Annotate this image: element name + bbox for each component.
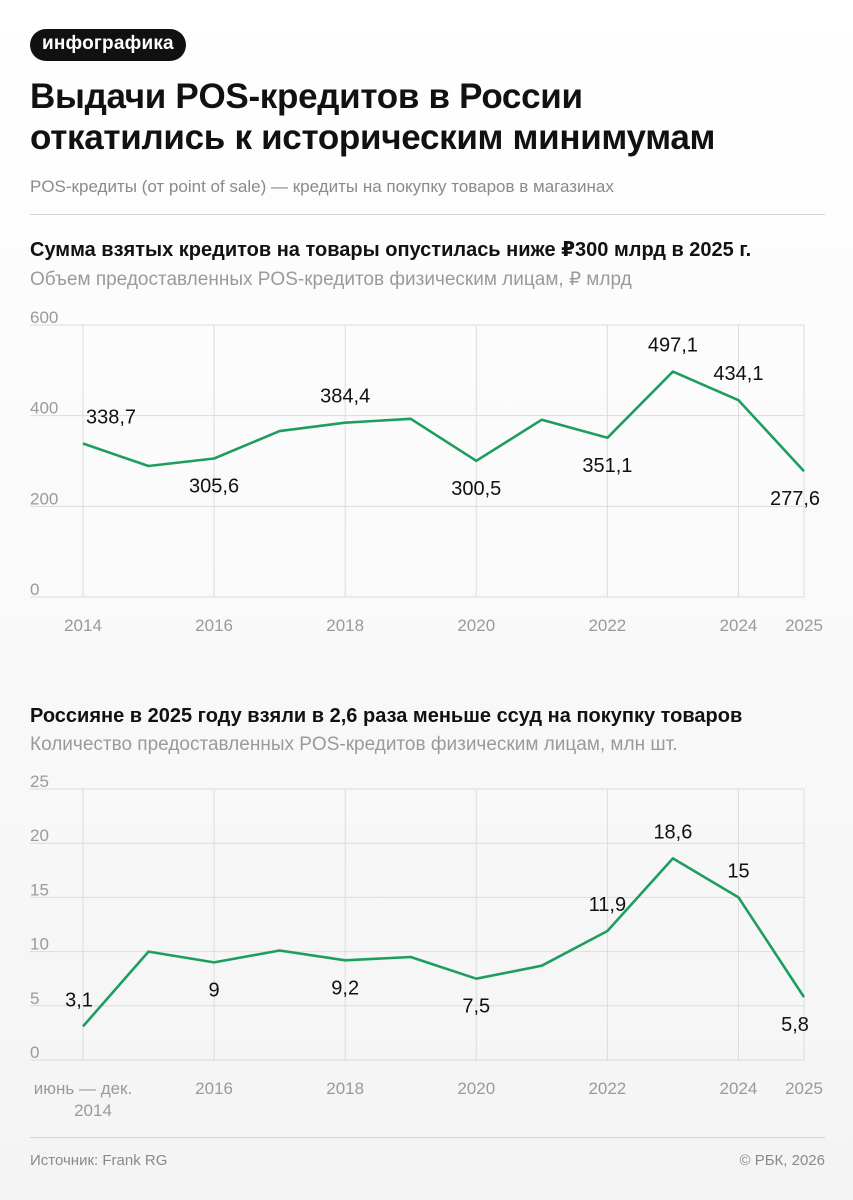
- page-title: Выдачи POS-кредитов в России откатились …: [30, 77, 716, 157]
- x-tick-label: июнь — дек.: [34, 1079, 132, 1098]
- x-tick-label: 2025: [785, 616, 823, 635]
- data-label: 305,6: [189, 475, 239, 497]
- x-tick-label: 2022: [588, 1079, 626, 1098]
- y-tick-label: 5: [30, 989, 39, 1008]
- y-tick-label: 200: [30, 489, 58, 508]
- data-label: 11,9: [589, 894, 626, 916]
- y-tick-label: 10: [30, 935, 49, 954]
- x-tick-label: 2024: [720, 1079, 758, 1098]
- data-label: 277,6: [770, 488, 820, 510]
- footer-divider: [30, 1137, 825, 1138]
- series-line: [82, 857, 806, 1028]
- y-tick-label: 0: [30, 1043, 39, 1062]
- y-tick-label: 400: [30, 399, 58, 418]
- divider: [30, 214, 825, 215]
- infographic-tag: инфографика: [30, 29, 186, 61]
- data-label: 3,1: [65, 989, 93, 1011]
- y-tick-label: 600: [30, 310, 58, 327]
- data-label: 9: [209, 979, 220, 1001]
- x-tick-label: 2014: [64, 616, 102, 635]
- series-line: [82, 370, 805, 473]
- data-label: 300,5: [451, 478, 501, 500]
- y-tick-label: 0: [30, 580, 39, 599]
- chart-2-title: Россияне в 2025 году взяли в 2,6 раза ме…: [30, 705, 743, 727]
- x-tick-label: 2018: [326, 616, 364, 635]
- data-label: 434,1: [713, 363, 763, 385]
- chart-1-volume: 0 200 400 600 2014 2016 2018 2020 2022 2024 2025 33…: [30, 310, 823, 635]
- data-label: 351,1: [582, 455, 632, 477]
- x-tick-label: 2025: [785, 1079, 823, 1098]
- y-tick-label: 15: [30, 880, 49, 899]
- data-label: 9,2: [331, 977, 359, 999]
- data-label: 497,1: [648, 335, 698, 357]
- x-tick-label: 2024: [720, 616, 758, 635]
- x-tick-label: 2020: [457, 616, 495, 635]
- y-tick-label: 20: [30, 826, 49, 845]
- chart-1-title: Сумма взятых кредитов на товары опустила…: [30, 239, 752, 261]
- data-label: 384,4: [320, 386, 370, 408]
- x-tick-label: 2018: [326, 1079, 364, 1098]
- chart-1-subtitle: Объем предоставленных POS-кредитов физич…: [30, 269, 632, 290]
- x-tick-label: 2016: [195, 616, 233, 635]
- x-tick-label: 2022: [588, 616, 626, 635]
- data-label: 7,5: [462, 996, 490, 1018]
- footer-copyright: © РБК, 2026: [739, 1152, 825, 1169]
- data-label: 338,7: [86, 406, 136, 428]
- footer-source: Источник: Frank RG: [30, 1152, 168, 1169]
- x-tick-label: 2016: [195, 1079, 233, 1098]
- data-label: 5,8: [781, 1014, 809, 1036]
- data-label: 15: [727, 860, 749, 882]
- x-tick-label: 2020: [457, 1079, 495, 1098]
- y-tick-label: 25: [30, 775, 49, 791]
- x-tick-label: 2014: [74, 1101, 112, 1120]
- data-label: 18,6: [653, 821, 692, 843]
- chart-2-subtitle: Количество предоставленных POS-кредитов …: [30, 734, 678, 755]
- page-subtitle: POS-кредиты (от point of sale) — кредиты…: [30, 177, 614, 196]
